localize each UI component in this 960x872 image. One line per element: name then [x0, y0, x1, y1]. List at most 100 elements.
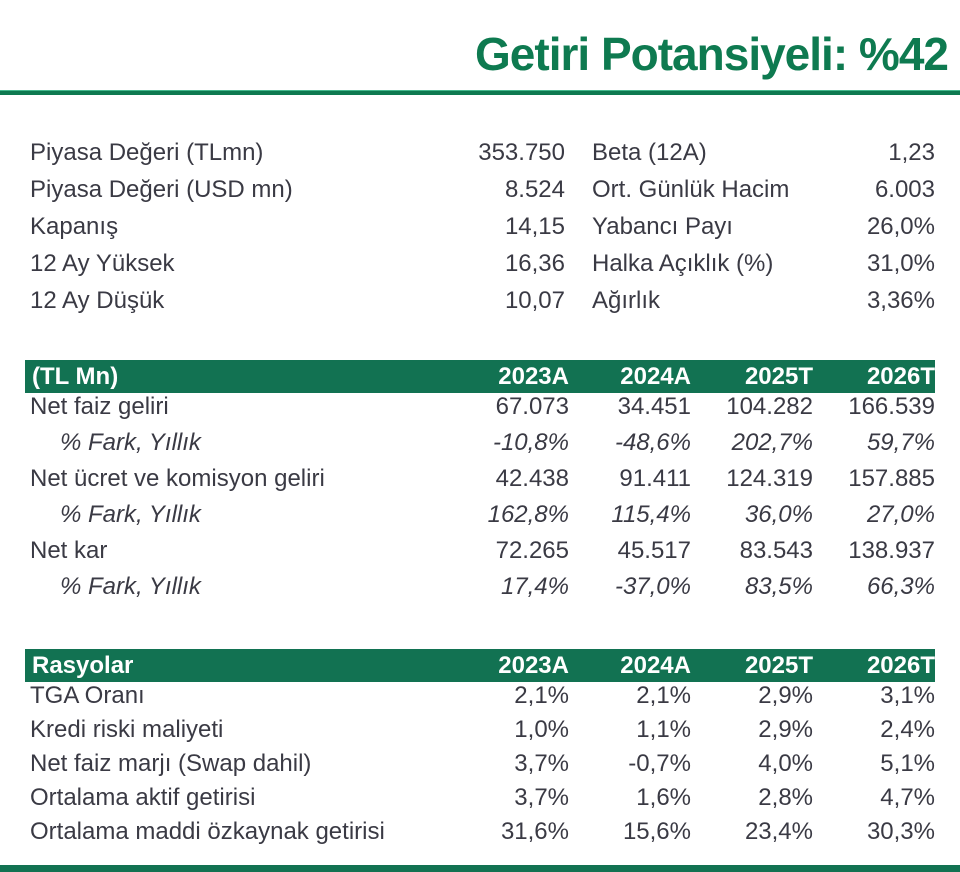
metric-label: Piyasa Değeri (TLmn)	[30, 139, 264, 166]
market-data-left-column: Piyasa Değeri (TLmn) 353.750 Piyasa Değe…	[30, 139, 565, 324]
cell-value: 66,3%	[866, 573, 935, 600]
cell-value: 5,1%	[880, 750, 935, 777]
cell-value: 23,4%	[744, 818, 813, 845]
metric-label: Ort. Günlük Hacim	[592, 176, 790, 203]
cell-value: 83.543	[739, 537, 813, 564]
cell-value: 59,7%	[866, 429, 935, 456]
metric-value: 10,07	[504, 287, 565, 314]
cell-value: 162,8%	[487, 501, 569, 528]
row-label: Ortalama aktif getirisi	[30, 784, 256, 811]
column-header-2025T: 2025T	[744, 362, 813, 390]
cell-value: -10,8%	[492, 429, 569, 456]
cell-value: 34.451	[617, 393, 691, 420]
cell-value: 72.265	[495, 537, 569, 564]
table-row: TGA Oranı 2,1% 2,1% 2,9% 3,1%	[25, 682, 935, 716]
market-data-row: Kapanış 14,15	[30, 213, 565, 250]
ratios-table-header: Rasyolar 2023A 2024A 2025T 2026T	[25, 649, 935, 682]
page-title: Getiri Potansiyeli: %42	[475, 28, 949, 80]
cell-value: 42.438	[495, 465, 569, 492]
metric-label: Kapanış	[30, 213, 119, 240]
column-header-2026T: 2026T	[866, 651, 935, 679]
metric-value: 31,0%	[866, 250, 935, 277]
metric-label: Beta (12A)	[592, 139, 707, 166]
title-divider	[0, 90, 960, 95]
table-row: Net faiz geliri 67.073 34.451 104.282 16…	[25, 393, 935, 429]
row-label: Ortalama maddi özkaynak getirisi	[30, 818, 385, 845]
table-row: Kredi riski maliyeti 1,0% 1,1% 2,9% 2,4%	[25, 716, 935, 750]
cell-value: 104.282	[726, 393, 813, 420]
metric-value: 3,36%	[866, 287, 935, 314]
cell-value: 2,1%	[514, 682, 569, 709]
metric-label: 12 Ay Yüksek	[30, 250, 175, 277]
row-label: Net kar	[30, 537, 108, 564]
cell-value: 83,5%	[744, 573, 813, 600]
metric-label: Ağırlık	[592, 287, 661, 314]
metric-label: 12 Ay Düşük	[30, 287, 165, 314]
row-label: Net faiz marjı (Swap dahil)	[30, 750, 312, 777]
row-label: Kredi riski maliyeti	[30, 716, 224, 743]
metric-label: Halka Açıklık (%)	[592, 250, 774, 277]
cell-value: 2,1%	[636, 682, 691, 709]
income-table: (TL Mn) 2023A 2024A 2025T 2026T Net faiz…	[25, 360, 935, 609]
market-data-row: Ağırlık 3,36%	[592, 287, 935, 324]
row-label: Net faiz geliri	[30, 393, 169, 420]
cell-value: 115,4%	[611, 501, 691, 528]
market-data-row: Beta (12A) 1,23	[592, 139, 935, 176]
metric-value: 8.524	[504, 176, 565, 203]
cell-value: 36,0%	[744, 501, 813, 528]
cell-value: 2,8%	[758, 784, 813, 811]
cell-value: 2,4%	[880, 716, 935, 743]
row-label: % Fark, Yıllık	[60, 429, 201, 456]
cell-value: 4,7%	[880, 784, 935, 811]
cell-value: -37,0%	[614, 573, 691, 600]
column-header-2023A: 2023A	[498, 362, 569, 390]
metric-value: 6.003	[874, 176, 935, 203]
cell-value: 166.539	[848, 393, 935, 420]
market-data-row: Piyasa Değeri (TLmn) 353.750	[30, 139, 565, 176]
ratios-table: Rasyolar 2023A 2024A 2025T 2026T TGA Ora…	[25, 649, 935, 852]
row-label: % Fark, Yıllık	[60, 573, 201, 600]
metric-value: 1,23	[888, 139, 935, 166]
column-header-2026T: 2026T	[866, 362, 935, 390]
column-header-2023A: 2023A	[498, 651, 569, 679]
cell-value: 4,0%	[758, 750, 813, 777]
cell-value: -0,7%	[628, 750, 691, 777]
table-row: Net faiz marjı (Swap dahil) 3,7% -0,7% 4…	[25, 750, 935, 784]
metric-value: 14,15	[504, 213, 565, 240]
table-row-growth: % Fark, Yıllık 17,4% -37,0% 83,5% 66,3%	[25, 573, 935, 609]
cell-value: 91.411	[619, 465, 691, 492]
column-header-2025T: 2025T	[744, 651, 813, 679]
market-data-row: Yabancı Payı 26,0%	[592, 213, 935, 250]
cell-value: 67.073	[495, 393, 569, 420]
row-label: TGA Oranı	[30, 682, 145, 709]
market-data-row: Ort. Günlük Hacim 6.003	[592, 176, 935, 213]
market-data-right-column: Beta (12A) 1,23 Ort. Günlük Hacim 6.003 …	[592, 139, 935, 324]
table-row: Ortalama maddi özkaynak getirisi 31,6% 1…	[25, 818, 935, 852]
market-data-row: Halka Açıklık (%) 31,0%	[592, 250, 935, 287]
cell-value: 124.319	[726, 465, 813, 492]
cell-value: 202,7%	[731, 429, 813, 456]
row-label: Net ücret ve komisyon geliri	[30, 465, 325, 492]
cell-value: 17,4%	[500, 573, 569, 600]
income-table-header: (TL Mn) 2023A 2024A 2025T 2026T	[25, 360, 935, 393]
table-row: Net kar 72.265 45.517 83.543 138.937	[25, 537, 935, 573]
table-row: Net ücret ve komisyon geliri 42.438 91.4…	[25, 465, 935, 501]
row-label: % Fark, Yıllık	[60, 501, 201, 528]
column-header-2024A: 2024A	[620, 651, 691, 679]
cell-value: 31,6%	[500, 818, 569, 845]
cell-value: 3,7%	[514, 750, 569, 777]
cell-value: 45.517	[617, 537, 691, 564]
cell-value: 1,6%	[636, 784, 691, 811]
metric-label: Piyasa Değeri (USD mn)	[30, 176, 293, 203]
table-row-growth: % Fark, Yıllık -10,8% -48,6% 202,7% 59,7…	[25, 429, 935, 465]
cell-value: 2,9%	[758, 716, 813, 743]
cell-value: 138.937	[848, 537, 935, 564]
metric-label: Yabancı Payı	[592, 213, 733, 240]
table-row-growth: % Fark, Yıllık 162,8% 115,4% 36,0% 27,0%	[25, 501, 935, 537]
market-data-block: Piyasa Değeri (TLmn) 353.750 Piyasa Değe…	[30, 139, 935, 324]
metric-value: 26,0%	[866, 213, 935, 240]
cell-value: 3,7%	[514, 784, 569, 811]
metric-value: 16,36	[504, 250, 565, 277]
column-header-2024A: 2024A	[620, 362, 691, 390]
